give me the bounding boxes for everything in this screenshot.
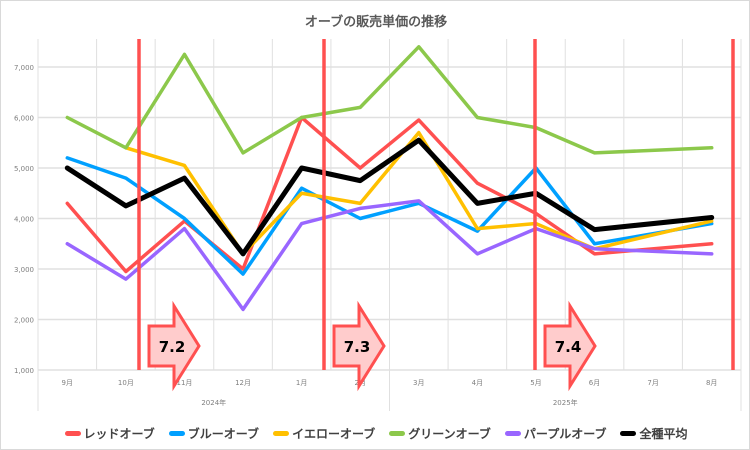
legend-swatch bbox=[168, 431, 185, 436]
x-tick-label: 11月 bbox=[176, 379, 192, 387]
arrow-label: 7.2 bbox=[159, 338, 186, 356]
series-line bbox=[65, 156, 714, 276]
year-label: 2025年 bbox=[553, 398, 578, 407]
arrow-shape bbox=[332, 300, 386, 392]
y-tick-label: 6,000 bbox=[14, 115, 34, 123]
legend-item: レッドオーブ bbox=[64, 425, 155, 442]
x-tick-label: 9月 bbox=[62, 379, 73, 387]
legend: レッドオーブ ブルーオーブ イエローオーブ グリーンオーブ パープルオーブ 全種平均 bbox=[1, 425, 749, 442]
y-tick-label: 4,000 bbox=[14, 216, 34, 224]
legend-item: グリーンオーブ bbox=[389, 425, 491, 442]
legend-item: イエローオーブ bbox=[273, 425, 375, 442]
legend-label: イエローオーブ bbox=[292, 427, 376, 441]
chart-title: オーブの販売単価の推移 bbox=[304, 15, 448, 30]
x-tick-label: 12月 bbox=[235, 379, 251, 387]
arrow-callout: 7.3 bbox=[332, 300, 386, 392]
x-tick-label: 10月 bbox=[118, 379, 134, 387]
x-tick-label: 7月 bbox=[647, 379, 658, 387]
y-tick-label: 3,000 bbox=[14, 266, 34, 274]
arrow-callout: 7.2 bbox=[147, 300, 201, 392]
legend-swatch bbox=[620, 431, 637, 436]
x-tick-label: 6月 bbox=[589, 379, 600, 387]
series-line bbox=[64, 137, 715, 257]
legend-swatch bbox=[389, 431, 406, 436]
year-label: 2024年 bbox=[201, 398, 226, 407]
y-tick-label: 2,000 bbox=[14, 317, 34, 325]
arrow-callout: 7.4 bbox=[543, 300, 597, 392]
arrow-shape bbox=[543, 300, 597, 392]
legend-item: ブルーオーブ bbox=[168, 425, 260, 442]
y-tick-label: 7,000 bbox=[14, 64, 34, 72]
x-tick-label: 8月 bbox=[706, 379, 717, 387]
legend-label: グリーンオーブ bbox=[408, 427, 491, 441]
x-tick-label: 5月 bbox=[530, 379, 541, 387]
legend-label: レッドオーブ bbox=[83, 427, 155, 441]
series-line bbox=[124, 130, 714, 256]
y-tick-label: 5,000 bbox=[14, 165, 34, 173]
arrow-label: 7.3 bbox=[344, 338, 371, 356]
series-line bbox=[65, 115, 714, 274]
x-tick-label: 3月 bbox=[413, 379, 424, 387]
x-tick-label: 4月 bbox=[472, 379, 483, 387]
legend-swatch bbox=[273, 431, 290, 436]
y-tick-label: 1,000 bbox=[14, 367, 34, 375]
series-line bbox=[65, 45, 714, 155]
legend-item: 全種平均 bbox=[620, 425, 688, 442]
legend-label: 全種平均 bbox=[639, 427, 688, 441]
legend-label: パープルオーブ bbox=[523, 427, 607, 441]
series-line bbox=[65, 199, 714, 312]
arrow-shape bbox=[147, 300, 201, 392]
x-tick-label: 1月 bbox=[296, 379, 307, 387]
arrow-label: 7.4 bbox=[555, 338, 582, 356]
legend-swatch bbox=[504, 431, 521, 436]
legend-item: パープルオーブ bbox=[504, 425, 607, 442]
legend-swatch bbox=[64, 431, 81, 436]
legend-label: ブルーオーブ bbox=[187, 427, 260, 441]
